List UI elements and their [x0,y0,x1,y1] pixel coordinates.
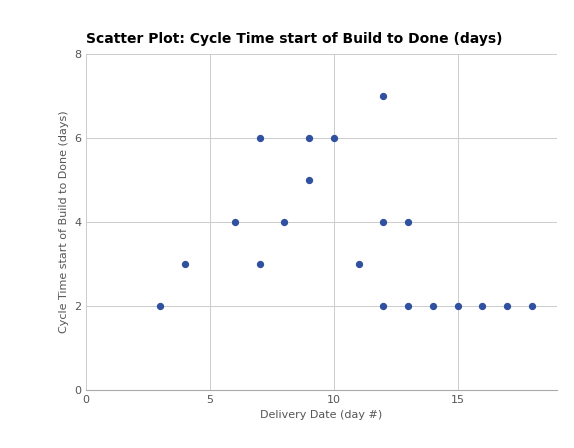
Point [181,260,190,267]
Point [230,218,239,225]
Point [379,302,388,309]
Point [404,302,413,309]
X-axis label: Delivery Date (day #): Delivery Date (day #) [261,410,382,420]
Text: Scatter Plot: Cycle Time start of Build to Done (days): Scatter Plot: Cycle Time start of Build … [86,32,503,46]
Point [304,134,313,141]
Point [503,302,512,309]
Point [428,302,437,309]
Y-axis label: Cycle Time start of Build to Done (days): Cycle Time start of Build to Done (days) [59,111,68,333]
Point [255,134,264,141]
Point [379,218,388,225]
Point [280,218,289,225]
Point [453,302,462,309]
Point [304,176,313,183]
Point [329,134,339,141]
Point [404,218,413,225]
Point [255,260,264,267]
Point [478,302,487,309]
Point [156,302,165,309]
Point [354,260,363,267]
Point [379,92,388,99]
Point [528,302,537,309]
